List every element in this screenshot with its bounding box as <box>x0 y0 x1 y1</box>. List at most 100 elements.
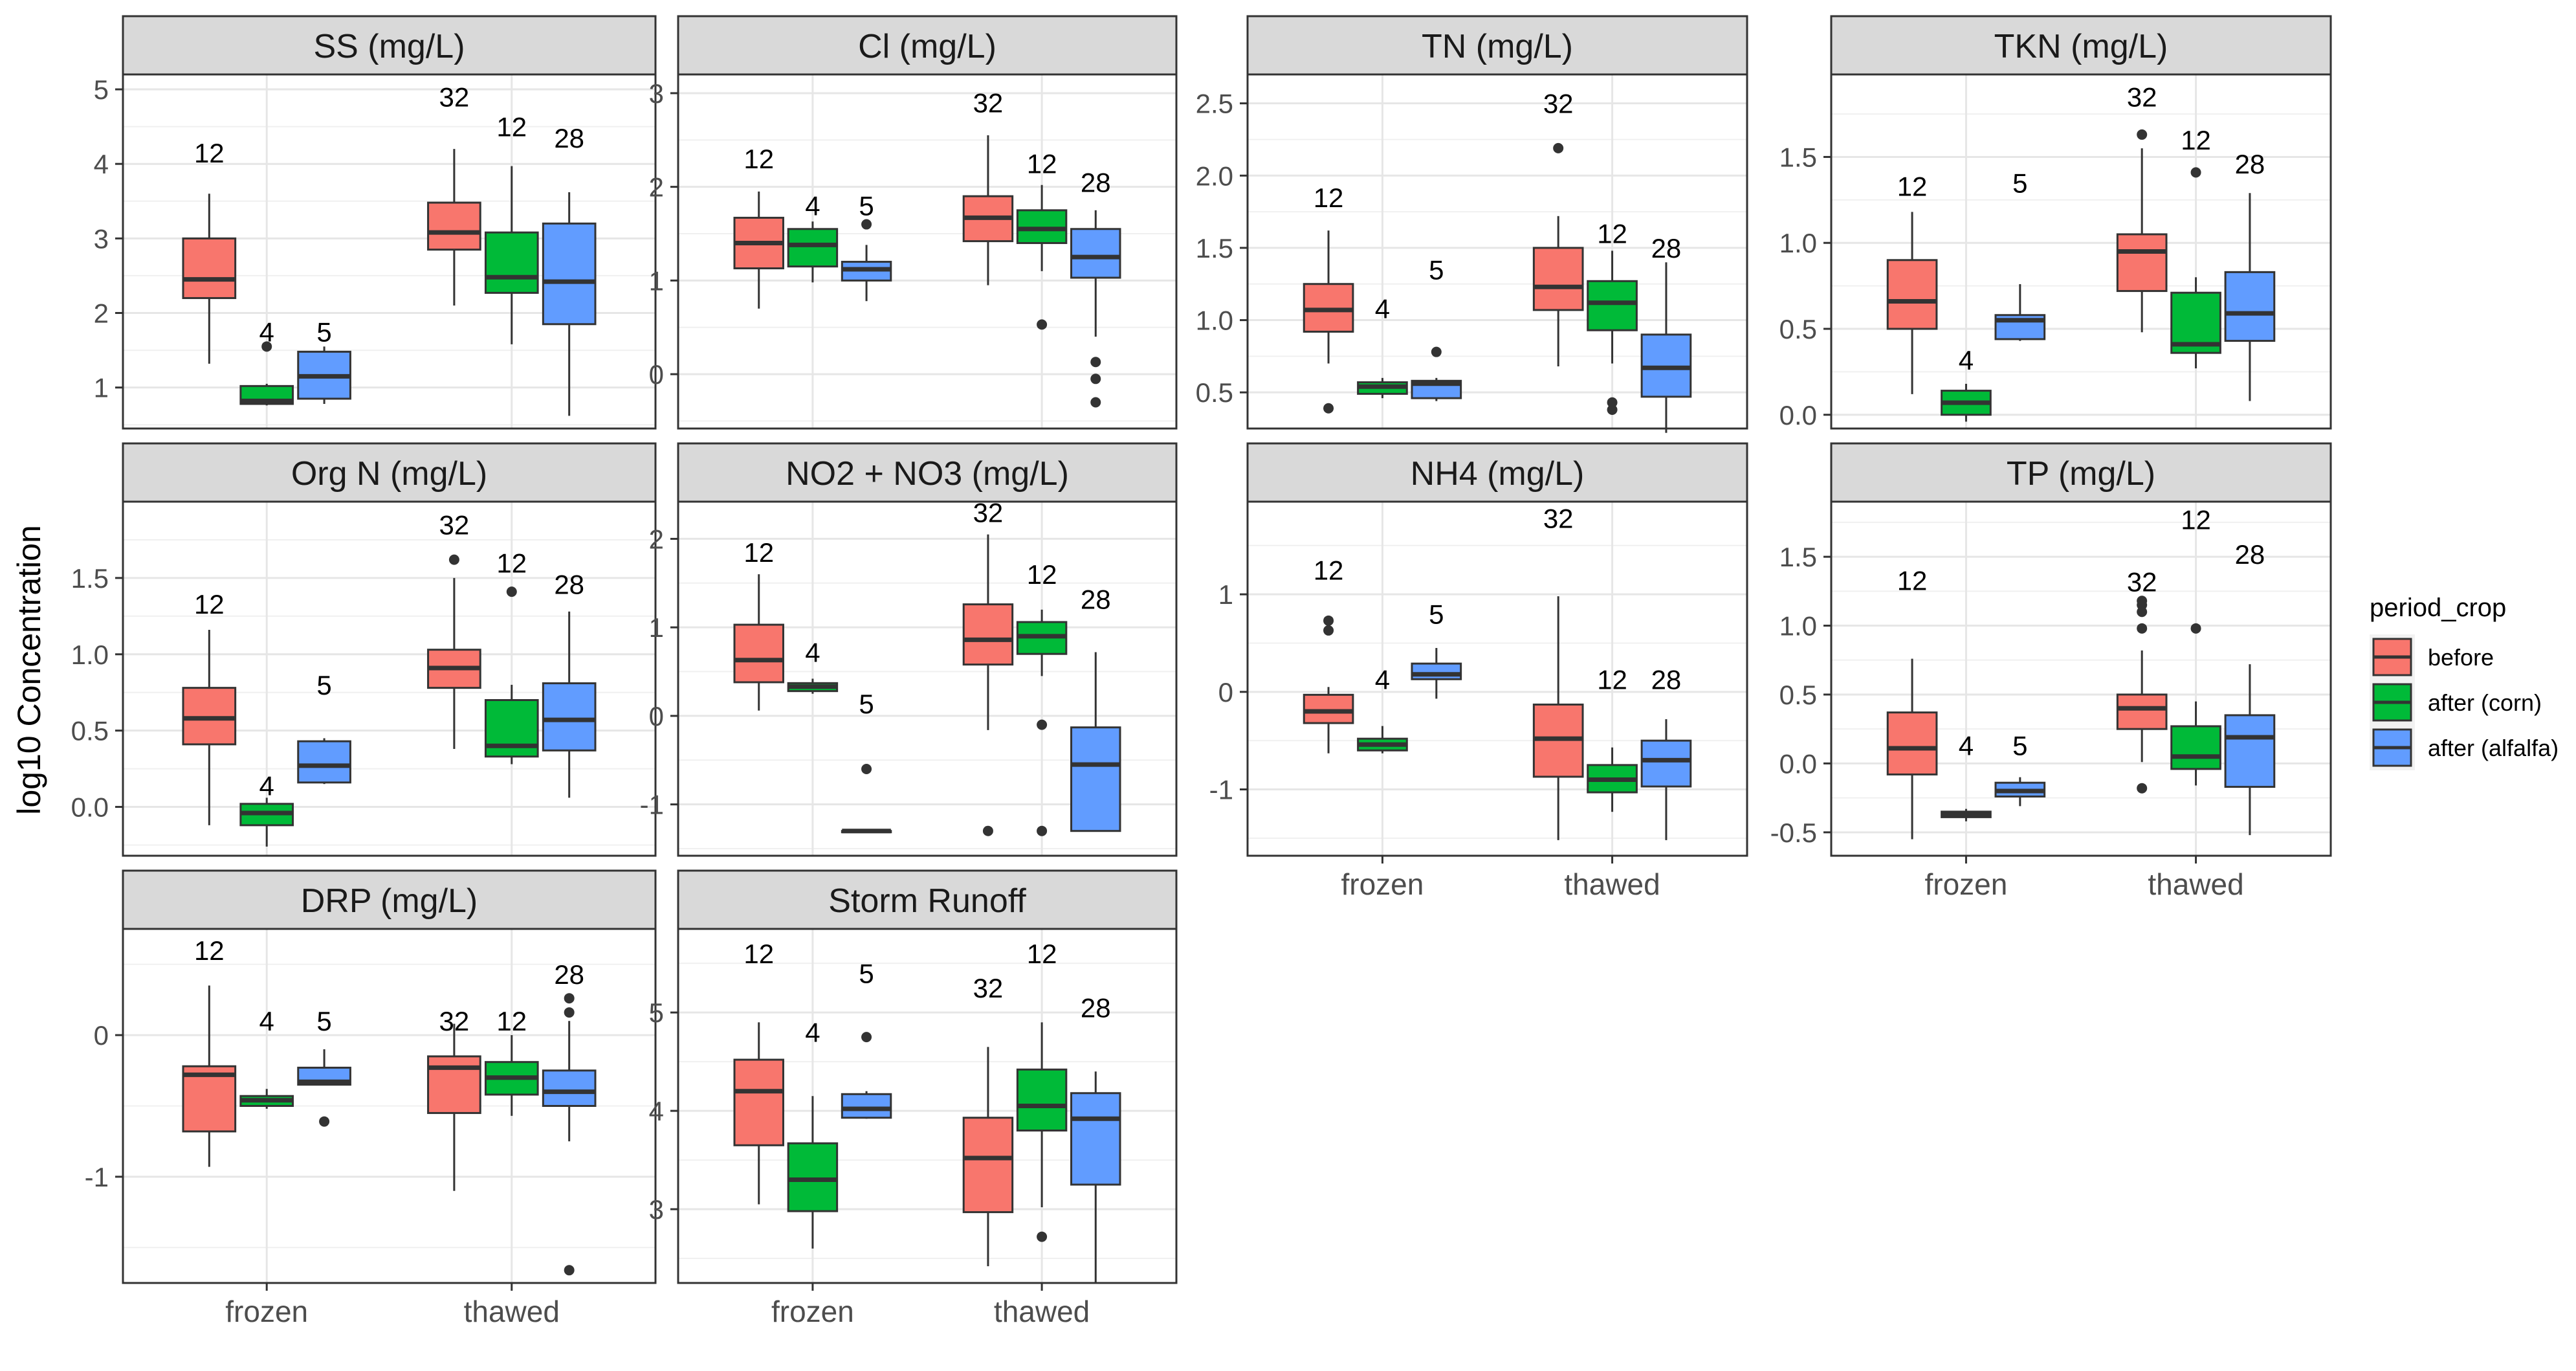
box-tp-mg-l-thawed-before: 32 <box>2116 566 2168 794</box>
y-tick-label: 0.5 <box>1779 680 1817 710</box>
box-tn-mg-l-frozen-before: 12 <box>1303 183 1354 414</box>
panel-header-tkn-mg-l <box>1830 15 2332 76</box>
panel-title-no2-no3-mg-l: NO2 + NO3 (mg/L) <box>786 455 1069 493</box>
panel-title-org-n-mg-l: Org N (mg/L) <box>291 455 487 493</box>
y-tick-label: 2 <box>94 298 109 329</box>
outlier-point <box>1323 403 1334 414</box>
panel-title-storm-runoff: Storm Runoff <box>828 882 1026 920</box>
panel-header-cl-mg-l <box>677 15 1178 76</box>
box-nh4-mg-l-frozen-before: 12 <box>1303 555 1354 753</box>
outlier-point <box>1323 625 1334 636</box>
outlier-point <box>1607 404 1618 415</box>
outlier-point <box>506 586 517 597</box>
box-body <box>2224 714 2276 788</box>
box-body <box>1303 693 1354 724</box>
y-tick-label: 2 <box>649 524 664 554</box>
x-tick-label: frozen <box>1925 867 2008 901</box>
box-storm-runoff-frozen-before: 12 <box>733 939 784 1205</box>
box-body <box>427 1055 481 1114</box>
y-tick-label: -1 <box>640 790 664 820</box>
panel-border-no2-no3-mg-l <box>677 500 1178 857</box>
y-tick-label: 1.5 <box>1779 542 1817 572</box>
y-tick-label: 2.5 <box>1196 89 1233 119</box>
box-body <box>427 201 481 251</box>
sample-count-label: 12 <box>743 144 774 174</box>
box-body <box>962 1117 1014 1214</box>
outlier-point <box>1037 1231 1048 1242</box>
sample-count-label: 4 <box>805 637 820 667</box>
sample-count-label: 5 <box>859 191 874 221</box>
outlier-point <box>1037 719 1048 730</box>
box-storm-runoff-thawed-before: 32 <box>962 973 1014 1267</box>
sample-count-label: 4 <box>1959 345 1974 375</box>
sample-count-label: 12 <box>496 548 527 578</box>
y-tick-label: 2.0 <box>1196 161 1233 191</box>
sample-count-label: 32 <box>2127 566 2157 597</box>
sample-count-label: 12 <box>1027 939 1057 969</box>
legend-item-after-corn: after (corn) <box>2370 680 2542 725</box>
sample-count-label: 4 <box>805 191 820 221</box>
sample-count-label: 28 <box>1081 584 1111 614</box>
sample-count-label: 12 <box>194 935 225 966</box>
x-tick-label: thawed <box>464 1295 560 1328</box>
box-body <box>1016 1068 1068 1131</box>
sample-count-label: 12 <box>1027 559 1057 590</box>
sample-count-label: 5 <box>859 958 874 988</box>
panel-title-drp-mg-l: DRP (mg/L) <box>301 882 478 920</box>
legend-title: period_crop <box>2370 594 2506 622</box>
panel-header-tn-mg-l <box>1246 15 1748 76</box>
box-tkn-mg-l-thawed-after-corn: 12 <box>2170 125 2221 369</box>
y-tick-label: 0.5 <box>1196 377 1233 408</box>
y-tick-label: 2 <box>649 172 664 203</box>
panel-border-ss-mg-l <box>122 73 657 430</box>
box-drp-mg-l-thawed-after-corn: 12 <box>484 1006 539 1116</box>
y-tick-label: 4 <box>649 1096 664 1126</box>
outlier-point <box>564 993 575 1004</box>
box-body <box>2170 725 2221 770</box>
y-tick-label: 3 <box>94 223 109 254</box>
box-org-n-mg-l-frozen-after-corn: 4 <box>239 771 294 847</box>
panel-border-tkn-mg-l <box>1830 73 2332 430</box>
panel-title-ss-mg-l: SS (mg/L) <box>313 28 465 65</box>
sample-count-label: 12 <box>1597 219 1627 249</box>
y-tick-label: 3 <box>649 78 664 109</box>
sample-count-label: 12 <box>496 112 527 142</box>
box-body <box>1640 739 1692 788</box>
sample-count-label: 5 <box>2012 168 2027 198</box>
box-drp-mg-l-frozen-before: 12 <box>182 935 237 1167</box>
y-tick-label: 0 <box>649 701 664 731</box>
outlier-point <box>1037 825 1048 836</box>
panel-header-nh4-mg-l <box>1246 442 1748 503</box>
sample-count-label: 4 <box>259 771 274 801</box>
legend: period_crop before after (corn) after (alf… <box>2370 594 2559 770</box>
panel-title-tp-mg-l: TP (mg/L) <box>2007 455 2155 493</box>
box-body <box>2224 271 2276 342</box>
y-tick-label: 5 <box>649 998 664 1028</box>
sample-count-label: 4 <box>259 1006 274 1036</box>
y-tick-label: -1 <box>1209 775 1233 805</box>
sample-count-label: 5 <box>1429 599 1444 629</box>
panel-storm-runoff: Storm Runoff 3 4 5 12 32 4 12 5 28 frozen thawed <box>649 869 1178 1328</box>
y-tick-label: -1 <box>85 1162 109 1192</box>
box-body <box>297 740 351 784</box>
box-body <box>787 1142 839 1212</box>
outlier-point <box>1090 373 1101 385</box>
legend-item-before: before <box>2370 634 2494 680</box>
sample-count-label: 12 <box>1027 148 1057 179</box>
panel-border-tn-mg-l <box>1246 73 1748 430</box>
sample-count-label: 12 <box>1597 664 1627 695</box>
box-tn-mg-l-thawed-before: 32 <box>1532 89 1584 366</box>
outlier-point <box>1323 615 1334 626</box>
legend-keys: before after (corn) after (alfalfa) <box>2370 634 2559 770</box>
sample-count-label: 32 <box>2127 82 2157 113</box>
box-org-n-mg-l-thawed-after-corn: 12 <box>484 548 539 764</box>
panel-grid-ss-mg-l <box>123 74 655 429</box>
y-tick-label: 1.0 <box>1196 306 1233 336</box>
y-tick-label: 1 <box>94 373 109 403</box>
y-tick-label: 0.0 <box>1779 748 1817 779</box>
box-body <box>484 231 539 294</box>
box-tkn-mg-l-frozen-before: 12 <box>1886 172 1938 394</box>
sample-count-label: 5 <box>316 317 331 347</box>
box-body <box>1886 259 1938 330</box>
